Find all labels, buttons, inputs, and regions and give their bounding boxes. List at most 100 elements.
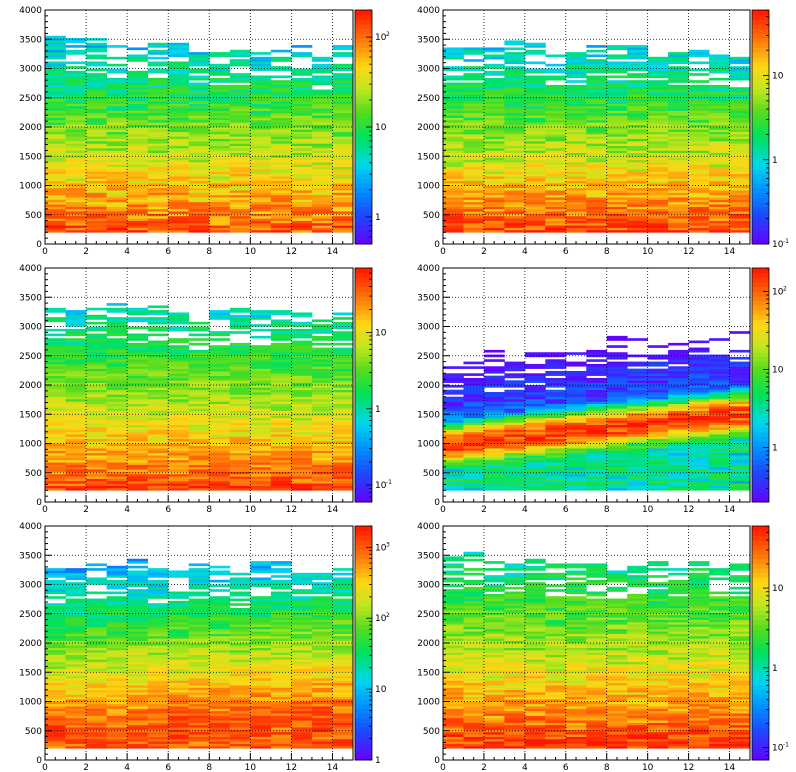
heatmap-cell xyxy=(668,180,689,184)
heatmap-cell xyxy=(188,476,210,479)
heatmap-cell xyxy=(229,321,251,325)
heatmap-cell xyxy=(586,45,608,48)
heatmap-cell xyxy=(688,101,710,104)
chart-panel-3: 0 2 4 6 8 10 12 1405001000150020002500300035004… xyxy=(19,264,392,515)
heatmap-cell xyxy=(291,450,313,454)
heatmap-cell xyxy=(86,75,107,79)
heatmap-cell xyxy=(311,190,333,193)
heatmap-cell xyxy=(147,448,169,451)
heatmap-cell xyxy=(311,180,333,184)
heatmap-cell xyxy=(524,459,546,463)
heatmap-cell xyxy=(524,42,546,46)
color-bar-segment xyxy=(752,136,769,142)
heatmap-cell xyxy=(45,206,66,210)
heatmap-cell xyxy=(729,389,751,393)
heatmap-cell xyxy=(688,204,710,207)
heatmap-cell xyxy=(209,94,231,97)
heatmap-cell xyxy=(729,70,751,74)
heatmap-cell xyxy=(291,52,313,55)
heatmap-cell xyxy=(65,368,87,372)
heatmap-cell xyxy=(45,340,66,344)
heatmap-cell xyxy=(229,415,251,419)
x-tick-label: 14 xyxy=(724,505,736,515)
heatmap-cell xyxy=(45,434,66,437)
color-bar-segment xyxy=(355,84,372,91)
heatmap-cell xyxy=(65,115,87,118)
heatmap-cell xyxy=(332,63,354,67)
heatmap-cell xyxy=(332,222,354,226)
heatmap-cell xyxy=(709,396,730,400)
heatmap-cell xyxy=(627,84,649,88)
heatmap-cell xyxy=(688,410,710,414)
heatmap-cell xyxy=(668,401,689,405)
heatmap-cell xyxy=(147,141,169,144)
heatmap-cell xyxy=(332,91,354,95)
heatmap-cell xyxy=(127,110,149,114)
heatmap-cell xyxy=(45,659,66,663)
heatmap-cell xyxy=(332,105,354,109)
heatmap-cell xyxy=(504,122,526,125)
heatmap-cell xyxy=(188,471,210,475)
heatmap-cell xyxy=(106,408,128,412)
heatmap-cell xyxy=(483,115,505,118)
heatmap-cell xyxy=(332,185,354,189)
color-bar-segment xyxy=(752,201,769,208)
heatmap-cell xyxy=(729,375,751,379)
heatmap-cell xyxy=(443,152,464,156)
color-bar-segment xyxy=(355,197,372,203)
heatmap-cell xyxy=(545,478,567,482)
heatmap-cell xyxy=(127,169,149,172)
heatmap-cell xyxy=(106,87,128,90)
heatmap-cell xyxy=(147,340,169,344)
heatmap-cell xyxy=(188,173,210,177)
heatmap-cell xyxy=(668,415,689,419)
heatmap-cell xyxy=(86,429,107,433)
heatmap-cell xyxy=(106,434,128,437)
heatmap-cell xyxy=(86,476,107,479)
heatmap-cell xyxy=(45,403,66,407)
heatmap-cell xyxy=(606,429,628,433)
heatmap-cell xyxy=(443,443,464,447)
heatmap-cell xyxy=(250,324,272,327)
heatmap-cell xyxy=(586,415,608,419)
x-tick-label: 10 xyxy=(642,247,654,257)
heatmap-cell xyxy=(647,403,669,407)
color-bar-segment xyxy=(752,127,769,133)
heatmap-cell xyxy=(127,319,149,323)
heatmap-cell xyxy=(729,399,751,402)
heatmap-cell xyxy=(688,424,710,428)
heatmap-cell xyxy=(209,190,231,193)
heatmap-cell xyxy=(209,448,231,451)
heatmap-cell xyxy=(65,227,87,231)
heatmap-cell xyxy=(729,73,751,76)
heatmap-cell xyxy=(483,434,505,437)
heatmap-cell xyxy=(229,310,251,313)
heatmap-cell xyxy=(565,220,587,224)
color-bar-segment xyxy=(752,131,769,137)
heatmap-cell xyxy=(709,54,730,58)
heatmap-cell xyxy=(106,392,128,395)
heatmap-cell xyxy=(688,443,710,447)
heatmap-cell xyxy=(463,49,485,53)
heatmap-cell xyxy=(45,640,66,644)
heatmap-cell xyxy=(524,89,546,93)
heatmap-cell xyxy=(147,377,169,381)
heatmap-cell xyxy=(209,136,231,139)
heatmap-cell xyxy=(627,49,649,53)
heatmap-cell xyxy=(311,171,333,175)
heatmap-cell xyxy=(443,380,464,383)
heatmap-cell xyxy=(106,366,128,369)
heatmap-cell xyxy=(86,91,107,95)
heatmap-cell xyxy=(250,190,272,193)
heatmap-cell xyxy=(729,183,751,186)
heatmap-cell xyxy=(229,98,251,102)
heatmap-cell xyxy=(688,157,710,161)
heatmap-cell xyxy=(65,171,87,175)
heatmap-cell xyxy=(332,331,354,334)
heatmap-cell xyxy=(86,338,107,341)
heatmap-cell xyxy=(668,192,689,196)
heatmap-cell xyxy=(524,150,546,154)
heatmap-cell xyxy=(65,469,87,472)
y-tick-label: 1500 xyxy=(19,152,42,162)
heatmap-cell xyxy=(229,408,251,412)
